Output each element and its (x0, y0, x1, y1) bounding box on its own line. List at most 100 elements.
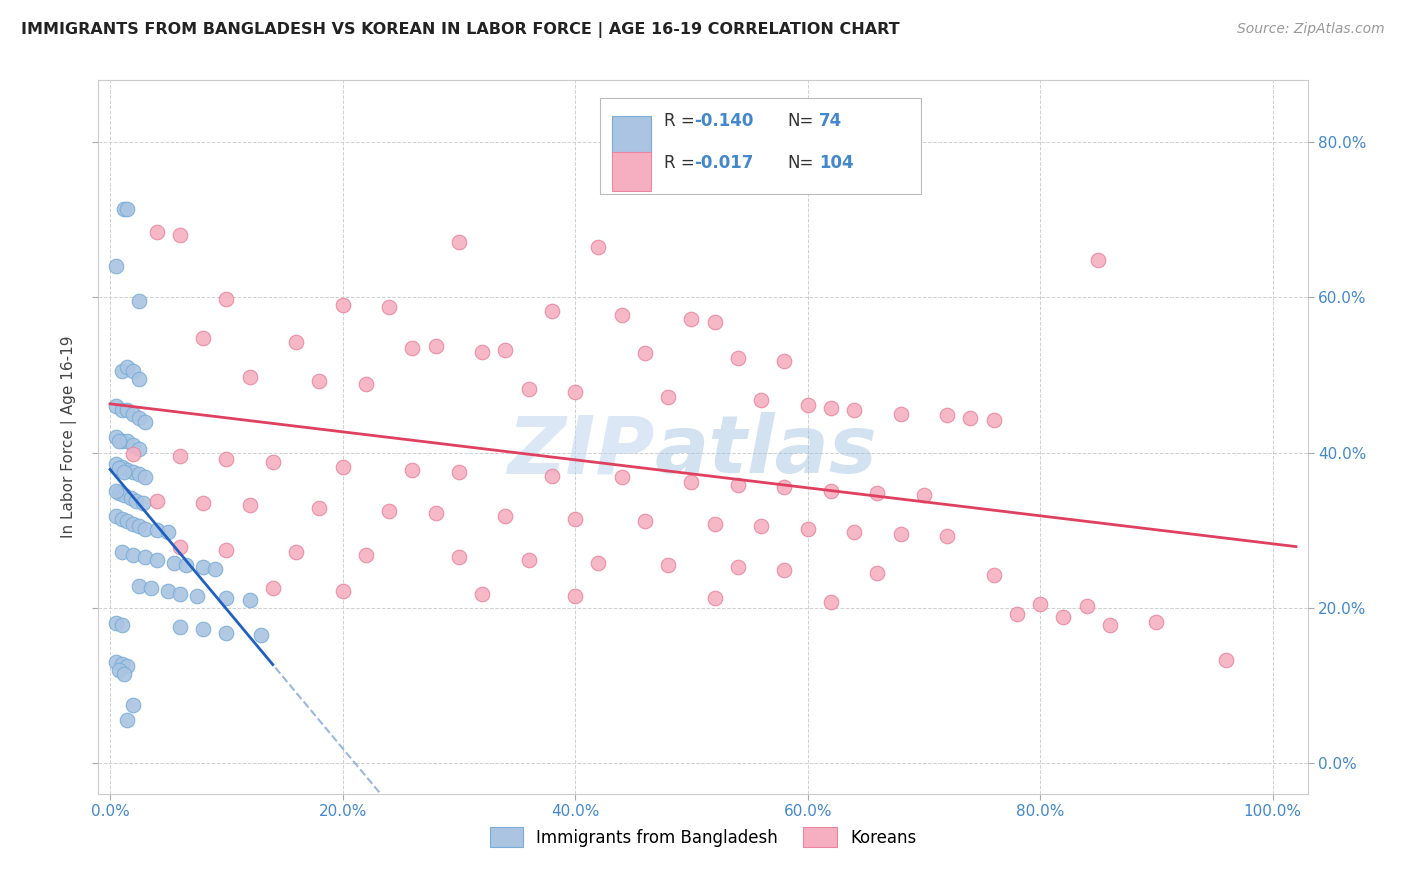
Point (134, 522, 156, 536)
Point (681, 312, 703, 326)
Point (401, 463, 423, 477)
Point (494, 509, 516, 524)
Point (634, 514, 657, 528)
Point (773, 354, 796, 368)
Point (681, 475, 703, 489)
Point (703, 315, 725, 329)
Point (401, 341, 423, 355)
Point (111, 617, 134, 632)
Point (1144, 615, 1167, 629)
Point (262, 582, 284, 596)
Point (703, 591, 725, 606)
Point (111, 545, 134, 559)
Text: -0.017: -0.017 (695, 154, 754, 172)
Point (139, 582, 162, 596)
Point (1052, 610, 1074, 624)
Point (634, 346, 657, 360)
Point (215, 451, 238, 466)
Point (727, 351, 749, 365)
Point (215, 542, 238, 557)
Point (517, 552, 540, 566)
Point (447, 465, 470, 479)
Point (122, 407, 145, 421)
Point (128, 410, 150, 425)
FancyBboxPatch shape (613, 152, 651, 191)
Point (262, 455, 284, 469)
Point (128, 579, 150, 593)
Point (117, 202, 139, 216)
Point (104, 509, 127, 524)
Point (239, 499, 262, 513)
Point (1215, 653, 1237, 667)
Point (564, 511, 586, 525)
Point (191, 331, 214, 345)
Point (122, 364, 145, 378)
Point (191, 496, 214, 510)
Point (111, 459, 134, 474)
Text: N=: N= (787, 154, 814, 172)
Point (204, 562, 226, 576)
Point (128, 294, 150, 309)
Point (215, 591, 238, 606)
Point (122, 698, 145, 712)
Point (134, 415, 156, 429)
Legend: Immigrants from Bangladesh, Koreans: Immigrants from Bangladesh, Koreans (484, 821, 922, 854)
Point (145, 493, 167, 508)
Point (796, 397, 818, 411)
Point (447, 550, 470, 565)
Point (169, 450, 191, 464)
Point (128, 442, 150, 456)
Point (471, 587, 494, 601)
Point (378, 504, 401, 518)
Point (354, 548, 377, 562)
Point (749, 519, 772, 533)
Point (128, 372, 150, 386)
Point (727, 560, 749, 574)
Point (657, 390, 679, 404)
Text: 74: 74 (820, 112, 842, 130)
Point (250, 628, 273, 642)
Point (169, 228, 191, 243)
Text: 104: 104 (820, 154, 853, 172)
Point (912, 488, 935, 502)
Point (163, 556, 186, 570)
Point (111, 364, 134, 378)
Point (308, 501, 330, 516)
Point (517, 382, 540, 396)
Point (112, 202, 135, 216)
Point (447, 235, 470, 249)
Point (104, 260, 127, 274)
Text: R =: R = (664, 154, 700, 172)
Point (108, 663, 131, 677)
Point (112, 488, 135, 502)
Point (1087, 253, 1109, 268)
Point (610, 308, 633, 322)
Point (169, 540, 191, 554)
Point (332, 583, 354, 598)
Point (111, 434, 134, 448)
Point (657, 558, 679, 572)
Point (983, 568, 1005, 582)
Point (108, 486, 131, 500)
Point (308, 374, 330, 388)
Point (215, 625, 238, 640)
Point (820, 401, 842, 415)
Point (773, 564, 796, 578)
Point (157, 583, 180, 598)
Point (122, 438, 145, 452)
Point (122, 548, 145, 562)
Text: N=: N= (787, 112, 814, 130)
Point (128, 519, 150, 533)
Point (1005, 607, 1028, 621)
Point (727, 478, 749, 492)
Point (120, 491, 142, 505)
Point (128, 467, 150, 482)
Point (796, 522, 818, 536)
Point (936, 529, 959, 543)
Point (186, 589, 208, 603)
Point (866, 566, 889, 580)
Point (112, 666, 135, 681)
Point (540, 468, 562, 483)
Point (104, 484, 127, 499)
Point (866, 486, 889, 500)
